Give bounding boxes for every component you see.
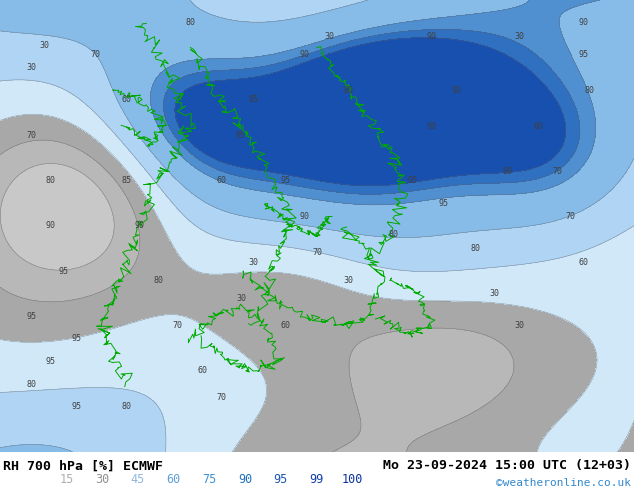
Text: 80: 80	[122, 402, 132, 411]
Text: 70: 70	[312, 248, 322, 258]
Text: 60: 60	[198, 366, 208, 375]
Text: Mo 23-09-2024 15:00 UTC (12+03): Mo 23-09-2024 15:00 UTC (12+03)	[383, 460, 631, 472]
Text: 70: 70	[553, 167, 563, 176]
Text: 70: 70	[217, 393, 227, 402]
Text: 90: 90	[46, 221, 56, 230]
Text: 90: 90	[299, 49, 309, 59]
Text: 70: 70	[27, 131, 37, 140]
Text: 30: 30	[344, 275, 354, 285]
Text: 95: 95	[46, 357, 56, 366]
Text: 75: 75	[202, 473, 216, 486]
Text: 30: 30	[27, 63, 37, 72]
Text: 95: 95	[58, 267, 68, 275]
Text: 90: 90	[134, 221, 145, 230]
Text: 100: 100	[341, 473, 363, 486]
Text: 70: 70	[566, 212, 576, 221]
Text: 30: 30	[95, 473, 109, 486]
Text: 60: 60	[217, 176, 227, 185]
Text: 85: 85	[122, 176, 132, 185]
Text: 80: 80	[344, 86, 354, 95]
Text: 90: 90	[426, 32, 436, 41]
Text: 80: 80	[185, 18, 195, 27]
Text: 60: 60	[167, 473, 181, 486]
Text: 80: 80	[27, 380, 37, 389]
Text: 90: 90	[426, 122, 436, 131]
Text: 99: 99	[309, 473, 323, 486]
Text: 70: 70	[90, 49, 100, 59]
Text: 85: 85	[249, 95, 259, 104]
Text: 15: 15	[60, 473, 74, 486]
Text: 30: 30	[249, 258, 259, 267]
Text: 60: 60	[122, 95, 132, 104]
Text: 90: 90	[299, 212, 309, 221]
Text: 95: 95	[71, 402, 81, 411]
Text: 45: 45	[131, 473, 145, 486]
Text: 95: 95	[439, 199, 449, 208]
Text: ©weatheronline.co.uk: ©weatheronline.co.uk	[496, 478, 631, 488]
Text: 60: 60	[280, 321, 290, 330]
Text: 30: 30	[325, 32, 335, 41]
Text: 95: 95	[273, 473, 288, 486]
Text: 80: 80	[585, 86, 595, 95]
Text: 70: 70	[172, 321, 183, 330]
Text: 95: 95	[27, 312, 37, 321]
Text: 60: 60	[534, 122, 544, 131]
Text: 90: 90	[451, 86, 462, 95]
Text: 60: 60	[578, 258, 588, 267]
Text: 90: 90	[578, 18, 588, 27]
Text: 30: 30	[236, 294, 246, 303]
Text: 30: 30	[489, 289, 500, 298]
Text: 90: 90	[238, 473, 252, 486]
Text: 30: 30	[39, 41, 49, 49]
Text: 80: 80	[502, 167, 512, 176]
Text: 30: 30	[515, 32, 525, 41]
Text: 95: 95	[578, 49, 588, 59]
Text: 95: 95	[236, 131, 246, 140]
Text: 80: 80	[470, 244, 481, 253]
Text: 80: 80	[46, 176, 56, 185]
Text: 80: 80	[153, 275, 164, 285]
Text: 80: 80	[388, 230, 398, 240]
Text: 95: 95	[71, 334, 81, 343]
Text: RH 700 hPa [%] ECMWF: RH 700 hPa [%] ECMWF	[3, 460, 163, 472]
Text: 30: 30	[515, 321, 525, 330]
Text: 95: 95	[280, 176, 290, 185]
Text: 95: 95	[407, 176, 417, 185]
